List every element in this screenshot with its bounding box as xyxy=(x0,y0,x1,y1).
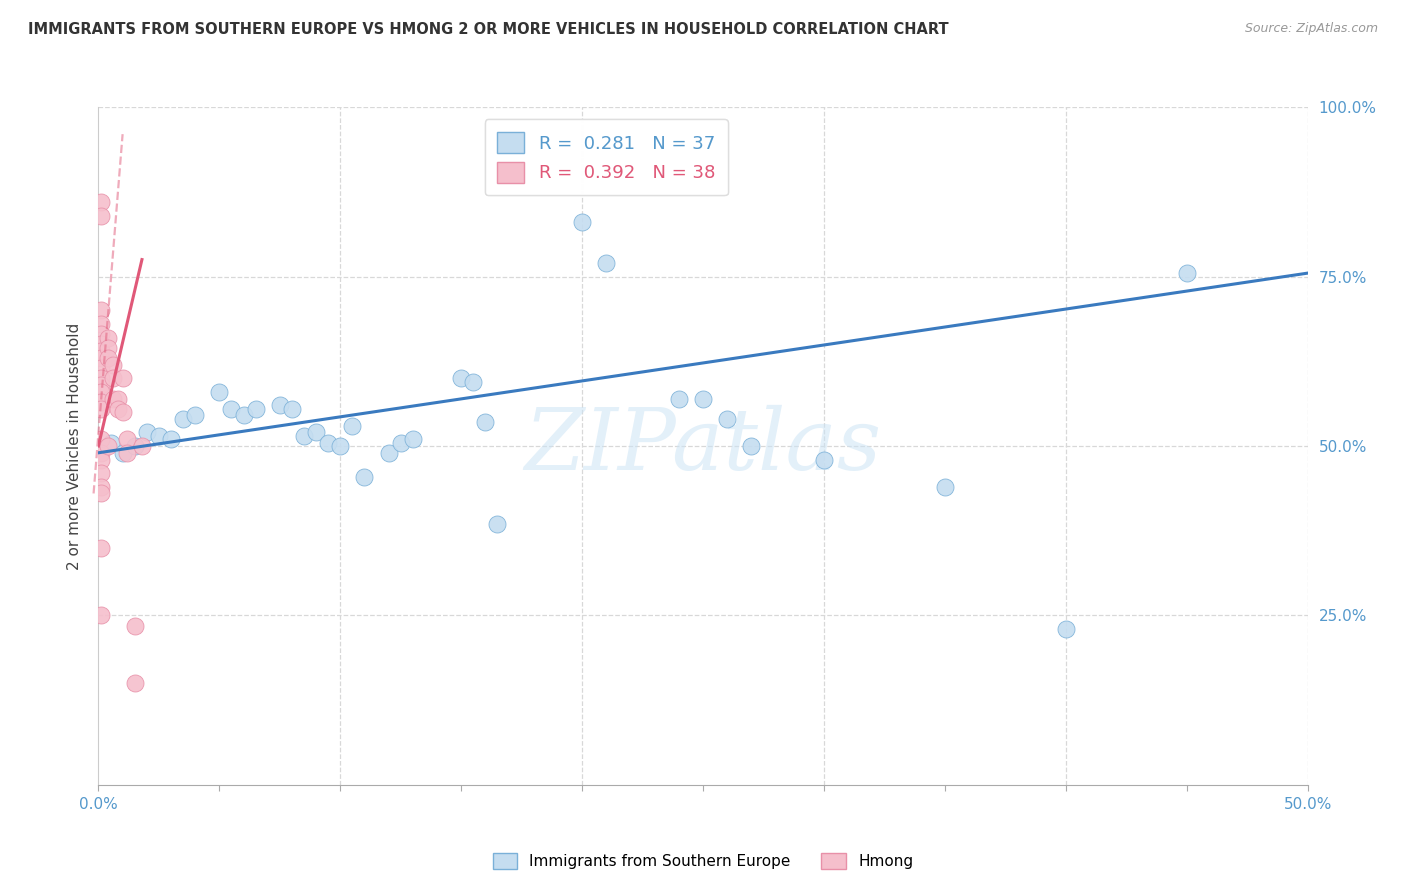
Point xyxy=(100,435,122,450)
Point xyxy=(111,446,134,460)
Point xyxy=(377,446,399,460)
Point xyxy=(1054,622,1077,636)
Point xyxy=(232,409,254,423)
Point xyxy=(90,486,112,500)
Point xyxy=(101,371,124,385)
Point xyxy=(97,330,120,344)
Point xyxy=(486,516,509,531)
Point xyxy=(148,429,170,443)
Point xyxy=(90,371,112,385)
Point xyxy=(90,446,112,460)
Point xyxy=(463,375,485,389)
Point xyxy=(389,435,412,450)
Point xyxy=(1175,266,1198,280)
Point xyxy=(208,384,231,399)
Point xyxy=(111,371,134,385)
Point xyxy=(131,439,153,453)
Point xyxy=(329,439,352,453)
Point xyxy=(90,466,112,480)
Point xyxy=(124,676,146,690)
Point xyxy=(90,608,112,623)
Point xyxy=(316,435,339,450)
Point xyxy=(450,371,472,385)
Point xyxy=(90,452,112,467)
Point xyxy=(107,401,129,416)
Point xyxy=(474,415,496,429)
Point xyxy=(97,439,120,453)
Y-axis label: 2 or more Vehicles in Household: 2 or more Vehicles in Household xyxy=(67,322,83,570)
Point xyxy=(813,452,835,467)
Point xyxy=(101,392,124,406)
Point xyxy=(90,401,112,416)
Point xyxy=(90,378,112,392)
Point xyxy=(97,351,120,365)
Point xyxy=(402,432,425,446)
Point xyxy=(90,337,112,351)
Point xyxy=(90,344,112,359)
Point xyxy=(97,341,120,355)
Point xyxy=(90,327,112,342)
Point xyxy=(135,425,157,440)
Point xyxy=(740,439,762,453)
Text: Source: ZipAtlas.com: Source: ZipAtlas.com xyxy=(1244,22,1378,36)
Point xyxy=(716,412,738,426)
Point xyxy=(692,392,714,406)
Point xyxy=(90,480,112,494)
Point xyxy=(934,480,956,494)
Point xyxy=(281,401,304,416)
Point xyxy=(101,358,124,372)
Point xyxy=(221,401,243,416)
Point xyxy=(172,412,194,426)
Point xyxy=(595,256,617,270)
Point xyxy=(90,317,112,331)
Point xyxy=(90,541,112,555)
Text: IMMIGRANTS FROM SOUTHERN EUROPE VS HMONG 2 OR MORE VEHICLES IN HOUSEHOLD CORRELA: IMMIGRANTS FROM SOUTHERN EUROPE VS HMONG… xyxy=(28,22,949,37)
Point xyxy=(90,432,112,446)
Point xyxy=(668,392,690,406)
Point xyxy=(117,432,139,446)
Point xyxy=(245,401,267,416)
Point xyxy=(117,446,139,460)
Point xyxy=(571,215,593,229)
Legend: Immigrants from Southern Europe, Hmong: Immigrants from Southern Europe, Hmong xyxy=(486,847,920,875)
Point xyxy=(353,469,375,483)
Point xyxy=(90,395,112,409)
Point xyxy=(107,392,129,406)
Point xyxy=(90,384,112,399)
Point xyxy=(160,432,183,446)
Point xyxy=(124,439,146,453)
Point xyxy=(90,209,112,223)
Legend: R =  0.281   N = 37, R =  0.392   N = 38: R = 0.281 N = 37, R = 0.392 N = 38 xyxy=(485,120,728,195)
Point xyxy=(184,409,207,423)
Point xyxy=(342,418,364,433)
Point xyxy=(292,429,315,443)
Point xyxy=(111,405,134,419)
Point xyxy=(305,425,328,440)
Point xyxy=(90,351,112,365)
Text: ZIPatlas: ZIPatlas xyxy=(524,405,882,487)
Point xyxy=(124,618,146,632)
Point xyxy=(90,303,112,318)
Point xyxy=(90,194,112,209)
Point xyxy=(269,398,291,412)
Point xyxy=(90,361,112,376)
